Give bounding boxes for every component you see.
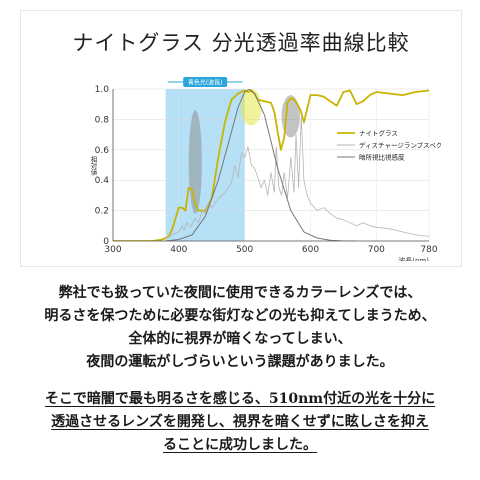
y-axis-label: 相対値 — [89, 155, 97, 177]
band-label: 青色光(波長) — [188, 79, 223, 87]
x-axis-label: 波長(nm) — [398, 256, 429, 261]
text-line: 全体的に視界が暗くなってしまい、 — [128, 331, 352, 347]
y-tick-label: 0.8 — [95, 115, 110, 125]
blue-light-band — [165, 89, 245, 241]
x-tick-label: 700 — [368, 245, 385, 255]
text-line: ることに成功しました。 — [163, 437, 317, 453]
band-label-badge — [183, 77, 228, 87]
x-tick-label: 300 — [104, 245, 121, 255]
y-tick-label: 0.4 — [95, 176, 110, 186]
x-tick-label: 400 — [170, 245, 187, 255]
text-line: そこで暗闇で最も明るさを感じる、510nm付近の光を十分に — [44, 391, 436, 407]
series-line-1 — [113, 89, 429, 241]
chart-panel: ナイトグラス 分光透過率曲線比較 青色光(波長) 300 400 500 600 700… — [20, 10, 462, 267]
paragraph-1: 弊社でも扱っていた夜間に使用できるカラーレンズでは、 明るさを保つために必要な街灯… — [0, 282, 480, 374]
text-line: 弊社でも扱っていた夜間に使用できるカラーレンズでは、 — [58, 285, 422, 301]
text-line: 透過させるレンズを開発し、視界を暗くせずに眩しさを抑え — [51, 414, 429, 430]
x-tick-label: 500 — [236, 245, 253, 255]
legend-label: 暗所視比視感度 — [359, 153, 405, 162]
series-line-3 — [165, 89, 357, 241]
text-line: 夜間の運転がしづらいという課題がありました。 — [86, 354, 394, 370]
y-tick-label: 1.0 — [95, 85, 110, 95]
chart-title: ナイトグラス 分光透過率曲線比較 — [72, 31, 410, 55]
y-tick-label: 0.6 — [95, 146, 110, 156]
series-line-2 — [165, 116, 429, 239]
legend-label: ディスチャージランプスペクトル — [359, 141, 441, 150]
y-tick-label: 0.2 — [95, 207, 109, 217]
spectral-chart: 青色光(波長) 300 400 500 600 700 780 0 0.2 0.4 0.6 0.8 1… — [89, 77, 441, 261]
text-line: 明るさを保つために必要な街灯などの光も抑えてしまうため、 — [44, 308, 436, 324]
x-tick-label: 780 — [420, 245, 437, 255]
highlight-ellipse — [188, 110, 202, 214]
highlight-ellipse — [281, 95, 300, 138]
y-tick-label: 0 — [103, 237, 109, 247]
x-tick-label: 600 — [302, 245, 319, 255]
paragraph-2: そこで暗闇で最も明るさを感じる、510nm付近の光を十分に 透過させるレンズを開発… — [0, 388, 480, 457]
legend-label: ナイトグラス — [359, 129, 398, 138]
description-text: 弊社でも扱っていた夜間に使用できるカラーレンズでは、 明るさを保つために必要な街灯… — [0, 282, 480, 457]
